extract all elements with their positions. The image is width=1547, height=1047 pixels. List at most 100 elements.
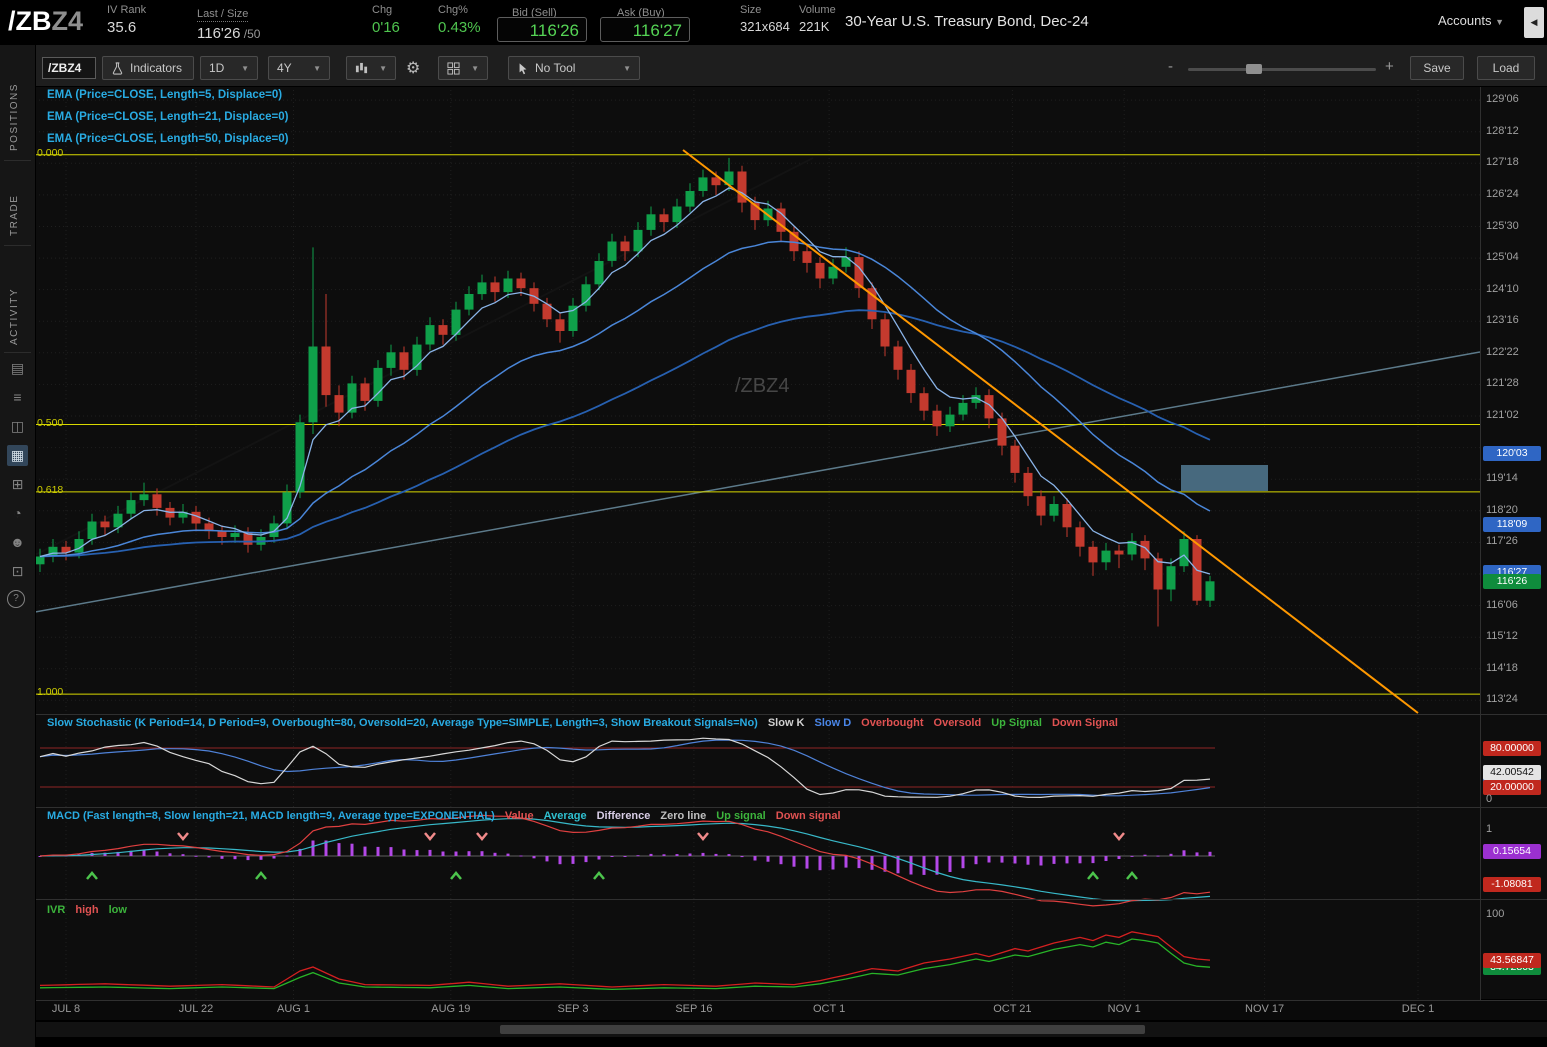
time-axis-label: NOV 17 <box>1245 1003 1285 1015</box>
zoom-in-button[interactable]: + <box>1385 58 1394 75</box>
legend-item: Down signal <box>775 810 841 822</box>
tab-positions[interactable]: POSITIONS <box>9 83 20 151</box>
chevron-down-icon: ▼ <box>379 63 387 73</box>
macd-up-signal-icon <box>1126 871 1138 880</box>
zoom-slider-thumb[interactable] <box>1246 64 1262 74</box>
fib-label-0: 0.000 <box>37 147 64 159</box>
gear-icon[interactable]: ⚙ <box>406 60 421 77</box>
macd-axis-item: 0.15654 <box>1483 844 1541 860</box>
legend-item: Oversold <box>933 717 982 729</box>
price-axis-label: 128'12 <box>1486 124 1519 137</box>
chart-scrollbar-thumb[interactable] <box>500 1025 1145 1034</box>
legend-item: low <box>108 904 127 916</box>
stoch-axis-item: 42.00542 <box>1483 765 1541 781</box>
left-sidebar: POSITIONS TRADE ACTIVITY <box>0 45 36 1047</box>
chart-icon[interactable]: ▦ <box>7 445 28 466</box>
zoom-slider-track[interactable] <box>1188 68 1376 71</box>
dark-uptrend-line[interactable] <box>35 157 814 556</box>
indicators-button[interactable]: Indicators <box>102 56 194 80</box>
macd-legend: Value Average Difference Zero line Up signal… <box>495 810 841 822</box>
macd-down-signal-icon <box>697 832 709 841</box>
stoch-legend: Slow K Slow D Overbought Oversold Up Signal D… <box>758 717 1118 729</box>
symbol-root: /ZB <box>8 6 52 36</box>
macd-down-signal-icon <box>424 832 436 841</box>
steel-uptrend-line[interactable] <box>35 351 1480 613</box>
ivr-legend: high low <box>65 904 127 916</box>
tab-activity[interactable]: ACTIVITY <box>9 287 20 345</box>
macd-up-signal-icon <box>1087 871 1099 880</box>
history-icon[interactable]: ◔ <box>13 505 22 521</box>
ivr-axis-item: 43.56847 <box>1483 952 1541 968</box>
contacts-icon[interactable]: ☻ <box>10 534 25 550</box>
symbol-input[interactable] <box>42 57 96 79</box>
legend-item: Overbought <box>861 717 924 729</box>
volume-label: Volume <box>799 4 836 16</box>
legend-item: Difference <box>596 810 651 822</box>
price-axis-label: 125'30 <box>1486 219 1519 232</box>
axis-divider <box>1480 86 1481 1000</box>
volume-value: 221K <box>799 19 830 34</box>
legend-item: Zero line <box>660 810 707 822</box>
panel-divider <box>35 714 1547 715</box>
price-axis-label: 121'02 <box>1486 409 1519 421</box>
panel-divider <box>35 807 1547 808</box>
macd-up-signal-icon <box>255 871 267 880</box>
range-dropdown[interactable]: 4Y ▼ <box>268 56 330 80</box>
ivr-title: IVR <box>47 904 66 916</box>
legend-item: Slow K <box>767 717 805 729</box>
macd-down-signal-icon <box>476 832 488 841</box>
iv-rank-cell: IV Rank 35.6 <box>107 4 146 36</box>
price-axis[interactable]: 129'06 128'12 127'18 126'24 125'30 125'04 124'… <box>1481 86 1547 999</box>
symbol-month: Z4 <box>51 6 84 36</box>
chart-type-dropdown[interactable]: ▼ <box>346 56 396 80</box>
chevron-down-icon: ▼ <box>241 63 249 73</box>
macd-axis-item: 1 <box>1486 822 1493 835</box>
box-icon[interactable]: ⊡ <box>11 563 24 579</box>
zoom-out-button[interactable]: - <box>1168 58 1173 75</box>
panel-divider <box>35 899 1547 900</box>
stoch-slow-d-line <box>39 739 1211 797</box>
stoch-axis-item: 0 <box>1486 792 1493 805</box>
time-axis-label: DEC 1 <box>1401 1003 1435 1015</box>
tab-trade[interactable]: TRADE <box>9 194 20 236</box>
chart-canvas[interactable]: /ZBZ4 <box>35 86 1480 1000</box>
chart-scrollbar[interactable] <box>35 1021 1547 1037</box>
time-axis-label: SEP 16 <box>675 1003 713 1015</box>
time-axis[interactable]: JUL 8 JUL 22 AUG 1 AUG 19 SEP 3 SEP 16 OCT 1 OC… <box>0 1000 1547 1020</box>
accounts-menu[interactable]: Accounts ▼ <box>1438 13 1505 28</box>
rectangle-drawing[interactable] <box>1181 465 1268 491</box>
legend-item: Up signal <box>716 810 766 822</box>
ask-button[interactable]: 116'27 <box>600 17 690 42</box>
price-axis-label: 119'14 <box>1486 472 1518 485</box>
price-axis-label: 115'12 <box>1486 630 1518 643</box>
symbol-display[interactable]: /ZBZ4 <box>8 6 83 37</box>
time-axis-label: AUG 19 <box>431 1003 471 1015</box>
help-icon[interactable]: ? <box>7 590 25 608</box>
load-button[interactable]: Load <box>1477 56 1535 80</box>
price-axis-label: 113'24 <box>1486 693 1518 706</box>
price-axis-label: 116'06 <box>1486 598 1518 611</box>
drawing-tool-dropdown[interactable]: No Tool ▼ <box>508 56 640 80</box>
price-axis-label: 117'26 <box>1486 535 1518 548</box>
bid-button[interactable]: 116'26 <box>497 17 587 42</box>
macd-down-signal-icon <box>1113 832 1125 841</box>
aggregation-dropdown[interactable]: 1D ▼ <box>200 56 258 80</box>
stoch-panel-header: Slow Stochastic (K Period=14, D Period=9… <box>47 717 1118 729</box>
apps-icon[interactable]: ⊞ <box>11 476 24 492</box>
monitor-icon[interactable]: ▤ <box>10 360 25 376</box>
cursor-icon <box>519 62 527 74</box>
grid-layout-dropdown[interactable]: ▼ <box>438 56 488 80</box>
ema5-line <box>39 187 1211 575</box>
collapse-panel-button[interactable]: ◀ <box>1524 7 1544 38</box>
last-size-value: 116'26 /50 <box>197 25 261 42</box>
notes-icon[interactable]: ◫ <box>10 418 25 434</box>
watchlist-icon[interactable]: ≡ <box>13 389 22 405</box>
volume-cell: Volume 221K <box>799 4 836 34</box>
chevron-down-icon: ▼ <box>313 63 321 73</box>
ema21-line <box>39 240 1211 558</box>
save-button[interactable]: Save <box>1410 56 1464 80</box>
orange-downtrend-line[interactable] <box>682 149 1419 714</box>
time-axis-label: OCT 1 <box>812 1003 846 1015</box>
price-axis-label: 114'18 <box>1486 661 1518 674</box>
